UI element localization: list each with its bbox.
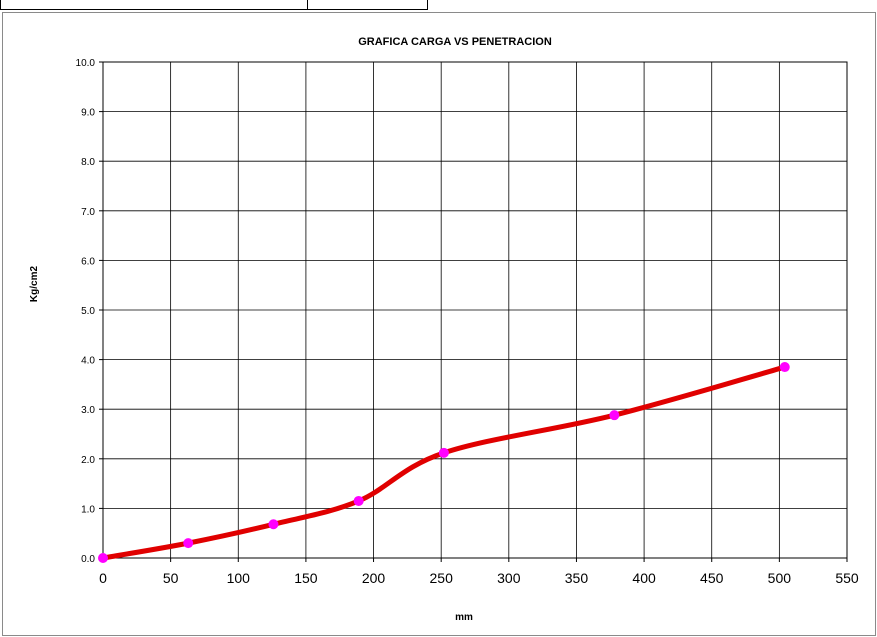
x-tick-label: 100 [227, 570, 251, 586]
y-tick-label: 4.0 [81, 356, 95, 367]
y-tick-label: 1.0 [81, 504, 95, 515]
x-tick-label: 50 [163, 570, 179, 586]
y-tick-label: 0.0 [81, 554, 95, 565]
data-point [353, 495, 364, 506]
x-tick-label: 350 [565, 570, 589, 586]
y-axis-title: Kg/cm2 [29, 266, 40, 303]
y-tick-label: 2.0 [81, 455, 95, 466]
y-tick-label: 5.0 [81, 306, 95, 317]
y-tick-label: 6.0 [81, 256, 95, 267]
y-tick-label: 9.0 [81, 108, 95, 119]
x-tick-label: 400 [632, 570, 656, 586]
y-tick-label: 3.0 [81, 405, 95, 416]
chart-title: GRAFICA CARGA VS PENETRACION [358, 36, 552, 48]
x-tick-label: 300 [497, 570, 521, 586]
y-tick-label: 10.0 [76, 58, 96, 69]
x-tick-label: 250 [430, 570, 454, 586]
y-tick-label: 7.0 [81, 207, 95, 218]
y-tick-label: 8.0 [81, 157, 95, 168]
data-point [268, 519, 279, 530]
data-point [779, 362, 790, 373]
data-point [609, 410, 620, 421]
x-tick-label: 0 [99, 570, 107, 586]
x-tick-label: 550 [835, 570, 859, 586]
chart-frame [2, 12, 876, 636]
data-point [438, 447, 449, 458]
x-tick-label: 200 [362, 570, 386, 586]
x-axis-title: mm [455, 612, 473, 623]
cell-divider [307, 0, 308, 10]
data-point [98, 553, 108, 563]
spreadsheet-cell-strip [0, 0, 428, 10]
x-tick-label: 450 [700, 570, 724, 586]
data-point [183, 538, 194, 549]
x-tick-label: 500 [768, 570, 792, 586]
plot-border [102, 61, 848, 559]
x-tick-label: 150 [294, 570, 318, 586]
